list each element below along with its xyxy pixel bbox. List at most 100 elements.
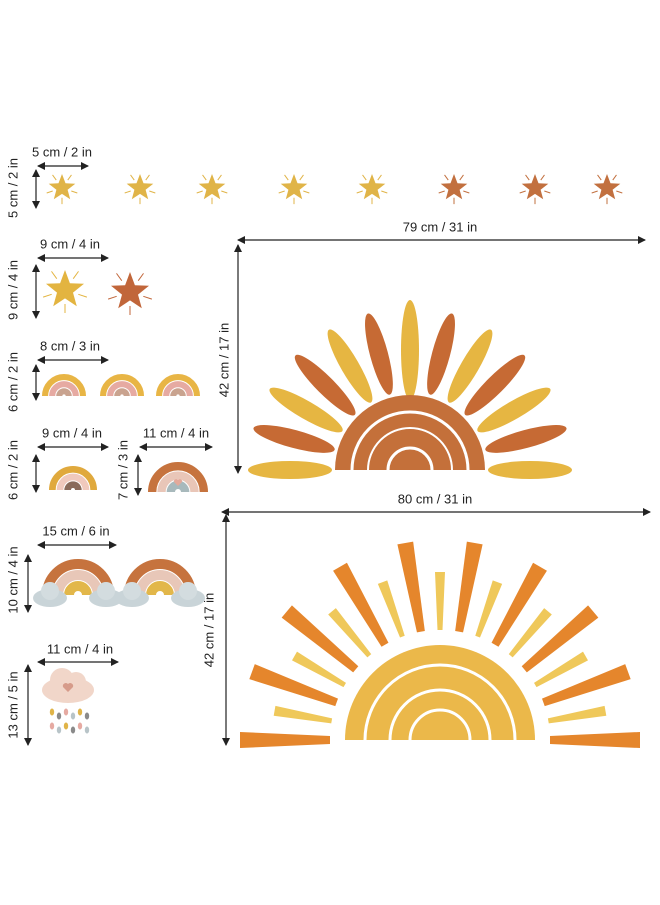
star-ray (71, 190, 78, 194)
raindrop (84, 726, 90, 734)
star (280, 174, 308, 200)
star-ray (67, 174, 72, 181)
star-ray (278, 190, 285, 194)
star-ray (381, 190, 388, 194)
star-ray (519, 190, 526, 194)
sun-ray (397, 541, 425, 633)
star-ray (544, 190, 551, 194)
sun-ray (534, 651, 588, 688)
sun-ray (333, 562, 389, 647)
height-label: 13 cm / 5 in (5, 671, 20, 738)
star-ray (438, 190, 445, 194)
raindrop (70, 726, 76, 734)
star-ray (52, 174, 57, 181)
width-label: 5 cm / 2 in (32, 144, 92, 159)
rainbow-arc (350, 410, 470, 471)
raindrop (49, 722, 55, 730)
star (593, 174, 621, 200)
star-ray (51, 271, 58, 279)
cloud (179, 582, 197, 600)
sun-ray (550, 732, 640, 748)
rainbow-arc (146, 581, 174, 596)
sun-ray (253, 425, 335, 453)
sun-ray (447, 329, 493, 403)
sun-ray (485, 425, 567, 453)
star-ray (145, 174, 150, 181)
heart (173, 479, 183, 486)
rainbow-arc (107, 381, 137, 397)
width-label: 9 cm / 4 in (40, 236, 100, 251)
star-ray (72, 271, 79, 279)
star-ray (377, 174, 382, 181)
rainbow-arc (135, 570, 185, 596)
width-label: 11 cm / 4 in (143, 425, 209, 440)
star-ray (591, 190, 598, 194)
star-ray (116, 273, 123, 281)
star (46, 270, 84, 307)
star-ray (196, 190, 203, 194)
sun-ray (541, 664, 631, 707)
star-ray (143, 295, 153, 300)
sun-ray (281, 605, 359, 673)
star-ray (525, 174, 530, 181)
sun-ray (273, 705, 333, 724)
star-ray (107, 295, 117, 300)
rainbow-arc (157, 471, 199, 493)
star-ray (540, 174, 545, 181)
sun-ray (292, 651, 346, 688)
rainbow-arc (56, 473, 90, 491)
rainbow-arc (148, 462, 208, 493)
width-label: 11 cm / 4 in (47, 641, 113, 656)
rainbow-arc (170, 388, 186, 397)
star (126, 174, 154, 200)
rainbow-arc (56, 388, 72, 397)
star-ray (137, 273, 144, 281)
star (358, 174, 386, 200)
sun-body (335, 395, 485, 470)
rainbow-arc (42, 374, 86, 397)
star-ray (444, 174, 449, 181)
rainbow-arc (53, 570, 103, 596)
sun-ray (248, 461, 332, 479)
star (48, 174, 76, 200)
width-label: 8 cm / 3 in (40, 338, 100, 353)
rainbow-arc (363, 663, 517, 741)
height-label: 10 cm / 4 in (5, 546, 20, 613)
star-ray (217, 174, 222, 181)
height-label: 42 cm / 17 in (201, 593, 216, 667)
star-ray (78, 293, 88, 298)
rainbow-arc (163, 381, 193, 397)
rainbow-arc (64, 481, 82, 491)
height-label: 9 cm / 4 in (5, 260, 20, 320)
sun-ray (269, 387, 343, 433)
star-ray (124, 190, 131, 194)
star (521, 174, 549, 200)
sun-ray (464, 354, 526, 416)
height-label: 7 cm / 3 in (115, 440, 130, 500)
sun-ray (477, 387, 551, 433)
width-label: 15 cm / 6 in (42, 523, 109, 538)
rainbow-arc (367, 427, 453, 471)
sun-ray (240, 732, 330, 748)
rainbow-arc (49, 381, 79, 397)
star-ray (459, 174, 464, 181)
height-label: 6 cm / 2 in (5, 440, 20, 500)
sun-ray (294, 354, 356, 416)
sun-ray (327, 329, 373, 403)
height-label: 6 cm / 2 in (5, 352, 20, 412)
sun-ray (249, 664, 339, 707)
width-label: 9 cm / 4 in (42, 425, 102, 440)
raindrop (56, 712, 62, 720)
height-label: 5 cm / 2 in (5, 158, 20, 218)
star-ray (299, 174, 304, 181)
raindrop (49, 708, 55, 716)
sun-ray (455, 541, 483, 633)
star-ray (284, 174, 289, 181)
heart (62, 683, 74, 692)
star (111, 272, 149, 309)
width-label: 80 cm / 31 in (398, 491, 472, 506)
sun-ray (475, 580, 503, 638)
sun-ray (435, 572, 445, 630)
